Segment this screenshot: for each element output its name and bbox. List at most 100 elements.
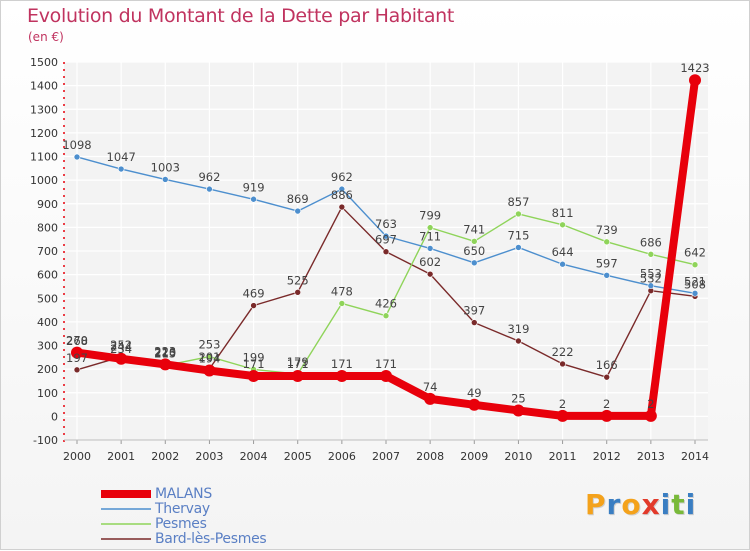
legend-swatch [101,490,151,498]
data-point [512,404,525,417]
data-point [644,409,657,422]
data-point [291,369,304,382]
data-label: 74 [423,380,438,394]
legend-item-malans[interactable]: MALANS [101,486,266,502]
data-label: 1098 [62,138,91,152]
data-point [647,282,655,290]
data-point [426,270,434,278]
logo-letter: P [585,488,607,521]
y-tick-label: 1300 [30,103,58,116]
legend-swatch [101,538,151,540]
data-label: 697 [375,233,397,247]
data-point [426,245,434,252]
legend-item-pesmes[interactable]: Pesmes [101,516,266,532]
legend-swatch [101,523,151,525]
y-tick-label: -100 [33,434,58,447]
data-point [382,312,390,320]
x-tick-label: 2011 [549,450,577,463]
y-tick-label: 0 [51,410,58,423]
logo-letter: t [671,488,686,521]
data-point [691,289,699,297]
data-label: 166 [596,358,618,372]
y-tick-label: 300 [37,340,58,353]
data-point [338,300,346,307]
data-point [515,244,522,251]
x-tick-label: 2014 [681,450,709,463]
data-point [161,176,169,183]
data-point [73,366,81,374]
data-point [338,203,346,211]
data-point [71,346,83,359]
data-point [470,259,478,267]
data-point [382,248,390,256]
data-label: 642 [684,246,706,260]
y-tick-label: 600 [37,269,58,282]
data-label: 469 [243,287,265,301]
x-tick-label: 2000 [63,450,91,463]
chart-subtitle: (en €) [28,30,64,44]
data-label: 521 [684,274,706,288]
data-label: 525 [287,273,309,287]
data-point [603,373,611,381]
data-label: 644 [552,245,574,259]
data-label: 962 [331,170,353,184]
y-tick-label: 1100 [30,151,58,164]
y-tick-label: 500 [37,292,58,305]
data-point [247,369,260,382]
data-label: 220 [154,345,176,359]
x-tick-label: 2003 [195,450,223,463]
y-tick-label: 1200 [30,127,58,140]
y-tick-label: 700 [37,245,58,258]
data-label: 508 [684,277,706,291]
data-label: 397 [463,304,485,318]
data-point [73,153,81,161]
data-label: 597 [596,256,618,270]
data-point [206,353,213,360]
data-label: 869 [287,192,309,206]
data-label: 2 [559,397,566,411]
y-tick-label: 1000 [30,174,58,187]
legend-label: Bard-lès-Pesmes [155,530,267,547]
data-label: 532 [640,272,662,286]
data-label: 686 [640,235,662,249]
data-label: 962 [198,170,220,184]
x-tick-label: 2009 [460,450,488,463]
data-point [470,238,478,245]
x-tick-label: 2013 [637,450,665,463]
data-label: 857 [507,195,529,209]
data-label: 171 [375,357,397,371]
data-point [426,224,434,231]
data-point [556,409,569,422]
data-point [600,409,613,422]
y-tick-label: 1500 [30,56,58,69]
data-point [335,369,348,382]
data-label: 270 [66,334,88,348]
data-point [424,392,437,405]
x-tick-label: 2008 [416,450,444,463]
y-tick-label: 200 [37,363,58,376]
legend-item-bard-les-pesmes[interactable]: Bard-lès-Pesmes [101,530,267,547]
data-point [559,360,566,368]
data-point [250,195,257,203]
data-point [470,319,478,326]
data-label: 179 [287,355,309,369]
x-tick-label: 2012 [593,450,621,463]
data-label: 49 [467,386,482,400]
data-point [250,302,257,309]
data-label: 215 [154,347,176,361]
data-label: 811 [552,206,574,220]
proxiti-logo: Proxiti [585,488,696,521]
y-tick-label: 1400 [30,80,58,93]
data-point [515,337,522,345]
x-tick-label: 2006 [328,450,356,463]
data-label: 1423 [680,61,709,75]
data-point [603,238,611,246]
legend-item-thervay[interactable]: Thervay [101,501,266,517]
data-point [468,398,481,411]
x-tick-label: 2002 [151,450,179,463]
data-point [294,289,302,296]
x-tick-label: 2007 [372,450,400,463]
logo-letter: r [606,488,622,521]
